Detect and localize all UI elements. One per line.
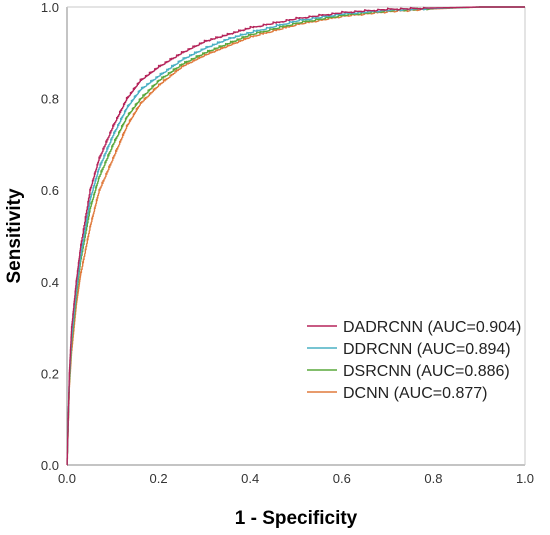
x-tick-labels: 0.0 0.2 0.4 0.6 0.8 1.0 (58, 471, 534, 486)
y-tick-label: 0.6 (41, 183, 59, 198)
y-tick-label: 1.0 (41, 0, 59, 15)
x-tick-label: 0.2 (150, 471, 168, 486)
x-tick-label: 0.8 (424, 471, 442, 486)
x-tick-label: 0.0 (58, 471, 76, 486)
x-tick-label: 0.4 (241, 471, 259, 486)
legend-label: DSRCNN (AUC=0.886) (343, 363, 510, 380)
y-tick-label: 0.0 (41, 458, 59, 473)
x-axis-title: 1 - Specificity (235, 508, 358, 529)
legend-label: DDRCNN (AUC=0.894) (343, 341, 511, 358)
x-tick-label: 0.6 (333, 471, 351, 486)
roc-curve-dcnn (66, 6, 525, 466)
legend-label: DCNN (AUC=0.877) (343, 385, 487, 402)
roc-curves (66, 6, 525, 466)
y-axis-title: Sensitivity (4, 188, 25, 283)
y-tick-label: 0.4 (41, 275, 59, 290)
roc-curve-dadrcnn (66, 6, 525, 466)
legend-label: DADRCNN (AUC=0.904) (343, 319, 521, 336)
y-tick-label: 0.2 (41, 366, 59, 381)
x-tick-label: 1.0 (516, 471, 534, 486)
legend: DADRCNN (AUC=0.904) DDRCNN (AUC=0.894) DSR… (307, 319, 521, 402)
y-tick-label: 0.8 (41, 92, 59, 107)
roc-curve-ddrcnn (66, 6, 525, 466)
y-tick-labels: 0.0 0.2 0.4 0.6 0.8 1.0 (41, 0, 59, 473)
